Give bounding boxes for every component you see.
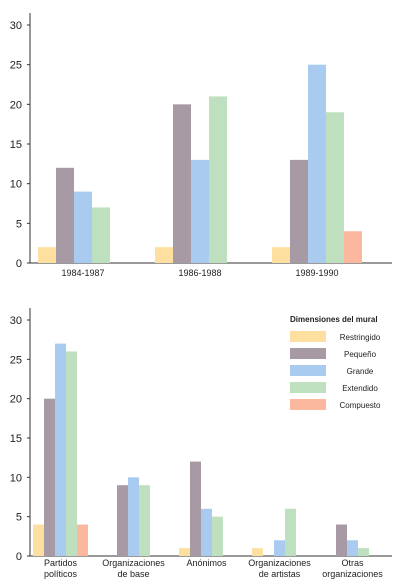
y-tick-label: 30 [10,20,22,32]
legend-label: Extendido [342,384,378,393]
bar-extendido-1 [92,207,110,263]
legend-label: Grande [347,367,374,376]
category-label: 1984-1987 [61,268,104,278]
bar-pequeno-3 [290,159,308,263]
category-label: Organizaciones de base [102,558,165,579]
y-tick-label: 0 [16,258,22,270]
bar-restringido-2 [155,247,173,263]
bar-restringido-3 [272,247,290,263]
bar-grande-3 [308,64,326,264]
bar-pequeno-3 [190,461,201,556]
bar-compuesto-1 [77,524,88,556]
y-tick-label: 20 [10,394,22,406]
bar-extendido-2 [209,96,227,264]
legend-swatch [290,331,326,342]
bar-pequeno-1 [44,398,55,556]
bar-grande-2 [191,159,209,263]
bar-grande-1 [74,191,92,263]
bar-pequeno-1 [56,167,74,263]
legend-swatch [290,399,326,410]
y-tick-label: 0 [16,551,22,563]
bar-grande-1 [55,343,66,556]
legend-title: Dimensiones del mural [290,315,378,324]
category-label: 1989-1990 [295,268,338,278]
bar-pequeno-2 [117,485,128,556]
bar-grande-2 [128,477,139,556]
bar-restringido-1 [33,524,44,556]
bar-grande-5 [347,540,358,556]
y-tick-label: 15 [10,139,22,151]
y-tick-label: 10 [10,472,22,484]
category-label: Partidos políticos [44,558,78,579]
bar-compuesto-3 [344,231,362,263]
bar-restringido-1 [38,247,56,263]
legend: Dimensiones del mural Restringido Pequeño G… [290,315,381,410]
bar-pequeno-5 [336,524,347,556]
legend-swatch [290,348,326,359]
category-label: Organizaciones de artistas [248,558,311,579]
bar-extendido-3 [326,112,344,264]
y-tick-label: 20 [10,99,22,111]
y-tick-label: 5 [16,218,22,230]
bar-pequeno-2 [173,104,191,263]
chart-panel-2: 0 5 10 15 20 25 30 Partidos políticos Organizacio… [10,308,392,579]
bar-restringido-3 [179,548,190,556]
legend-label: Compuesto [340,401,381,410]
category-label: Anónimos [186,558,227,568]
y-tick-label: 15 [10,433,22,445]
category-label: 1986-1988 [178,268,221,278]
chart-panel-1: 0 5 10 15 20 25 30 1984-1987 1986-1988 1989-1990 [10,13,392,278]
y-tick-label: 10 [10,179,22,191]
legend-swatch [290,365,326,376]
bar-restringido-4 [252,548,263,556]
legend-label: Restringido [340,333,381,342]
bar-grande-3 [201,508,212,556]
y-tick-label: 5 [16,512,22,524]
bar-extendido-3 [212,516,223,556]
legend-swatch [290,382,326,393]
bar-grande-4 [274,540,285,556]
y-tick-label: 30 [10,315,22,327]
y-tick-label: 25 [10,60,22,72]
bar-extendido-1 [66,351,77,556]
y-tick-label: 25 [10,354,22,366]
bar-extendido-5 [358,548,369,556]
category-label: Otras organizaciones [322,558,383,579]
bar-extendido-4 [285,508,296,556]
bar-extendido-2 [139,485,150,556]
legend-label: Pequeño [344,350,377,359]
